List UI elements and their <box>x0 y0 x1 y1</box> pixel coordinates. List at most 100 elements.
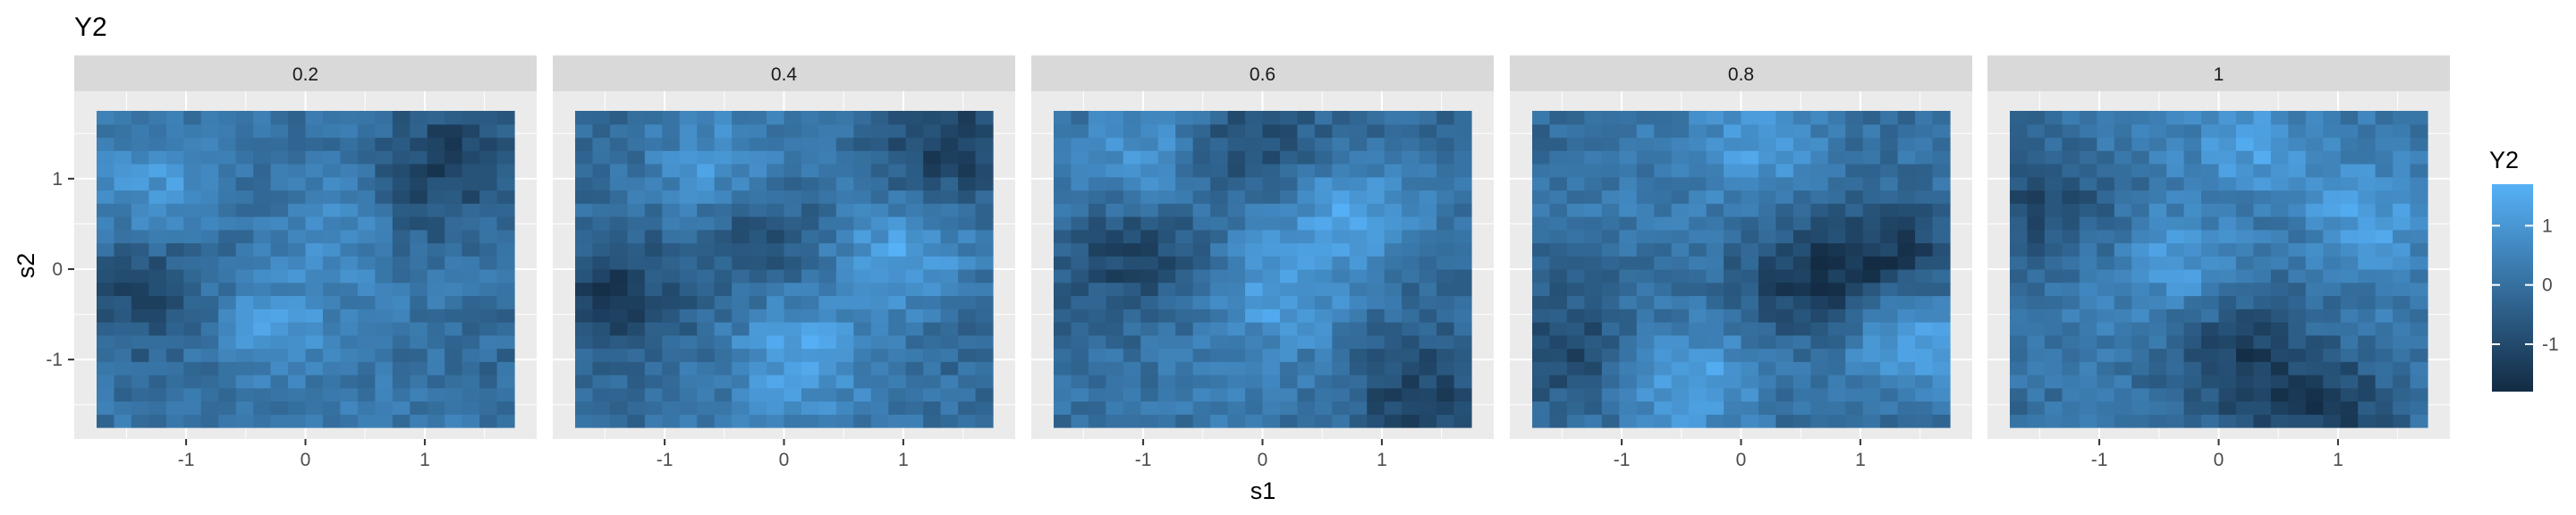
x-tick-label: 0 <box>1258 450 1268 470</box>
heatmap-tile <box>1123 375 1141 389</box>
heatmap-tile <box>410 334 428 350</box>
heatmap-tile <box>1532 190 1551 204</box>
heatmap-tile <box>270 387 289 402</box>
heatmap-tile <box>1689 269 1707 283</box>
heatmap-tile <box>1106 256 1124 270</box>
heatmap-tile <box>200 295 219 309</box>
heatmap-tile <box>235 387 254 402</box>
heatmap-tile <box>1601 176 1620 191</box>
heatmap-tile <box>1932 375 1951 389</box>
heatmap-tile <box>1845 229 1864 244</box>
heatmap-tile <box>1106 229 1124 244</box>
heatmap-tile <box>1827 269 1846 283</box>
heatmap-tile <box>410 229 428 244</box>
heatmap-tile <box>958 401 977 415</box>
heatmap-tile <box>1384 176 1402 191</box>
heatmap-tile <box>340 269 359 283</box>
heatmap-tile <box>288 242 307 257</box>
heatmap-tile <box>1775 150 1794 165</box>
heatmap-tile <box>1367 414 1385 428</box>
heatmap-tile <box>644 361 663 376</box>
heatmap-tile <box>679 111 698 125</box>
heatmap-tile <box>2305 137 2324 151</box>
heatmap-tile <box>496 229 515 244</box>
heatmap-tile <box>1210 348 1229 362</box>
heatmap-tile <box>2114 123 2132 139</box>
heatmap-tile <box>1106 361 1124 376</box>
heatmap-tile <box>1367 269 1385 283</box>
heatmap-tile <box>1741 295 1759 309</box>
heatmap-tile <box>888 216 907 231</box>
heatmap-tile <box>1671 361 1690 376</box>
heatmap-tile <box>870 137 889 151</box>
heatmap-tile <box>1210 308 1229 323</box>
heatmap-tile <box>801 190 820 204</box>
heatmap-tile <box>1775 203 1794 217</box>
heatmap-tile <box>1245 282 1264 297</box>
heatmap-tile <box>888 401 907 415</box>
heatmap-tile <box>2253 176 2272 191</box>
heatmap-tile <box>2079 150 2097 165</box>
heatmap-tile <box>462 137 480 151</box>
heatmap-tile <box>2218 334 2237 350</box>
heatmap-tile <box>1724 203 1742 217</box>
heatmap-tile <box>392 164 411 178</box>
heatmap-tile <box>2305 256 2324 270</box>
heatmap-tile <box>253 282 272 297</box>
x-tick-label: 0 <box>779 450 790 470</box>
heatmap-tile <box>732 242 750 257</box>
heatmap-tile <box>1566 150 1585 165</box>
heatmap-tile <box>1636 401 1655 415</box>
heatmap-tile <box>2375 269 2394 283</box>
heatmap-tile <box>410 414 428 428</box>
heatmap-tile <box>1245 295 1264 309</box>
heatmap-tile <box>2410 414 2428 428</box>
heatmap-tile <box>1566 123 1585 139</box>
heatmap-tile <box>165 361 184 376</box>
heatmap-tile <box>2097 190 2115 204</box>
heatmap-tile <box>2131 334 2150 350</box>
heatmap-tile <box>1210 176 1229 191</box>
heatmap-tile <box>2235 203 2255 217</box>
heatmap-tile <box>375 414 394 428</box>
heatmap-tile <box>2044 229 2063 244</box>
heatmap-tile <box>1157 176 1176 191</box>
heatmap-tile <box>2393 308 2411 323</box>
heatmap-tile <box>1915 164 1934 178</box>
heatmap-tile <box>1349 361 1368 376</box>
heatmap-tile <box>714 190 733 204</box>
heatmap-tile <box>1106 375 1124 389</box>
heatmap-tile <box>445 322 463 336</box>
heatmap-tile <box>2340 348 2359 362</box>
heatmap-tile <box>340 308 359 323</box>
heatmap-tile <box>2218 137 2237 151</box>
heatmap-tile <box>200 348 219 362</box>
heatmap-tile <box>1775 190 1794 204</box>
heatmap-tile <box>732 295 750 309</box>
heatmap-tile <box>923 190 942 204</box>
heatmap-tile <box>496 242 515 257</box>
heatmap-tile <box>1279 150 1299 165</box>
heatmap-tile <box>1262 295 1281 309</box>
heatmap-tile <box>2410 348 2428 362</box>
heatmap-tile <box>2148 282 2167 297</box>
heatmap-tile <box>1279 361 1299 376</box>
heatmap-tile <box>2079 137 2097 151</box>
heatmap-tile <box>1314 348 1333 362</box>
heatmap-tile <box>835 123 854 139</box>
heatmap-tile <box>1227 229 1246 244</box>
heatmap-tile <box>2079 242 2097 257</box>
heatmap-tile <box>1054 269 1072 283</box>
heatmap-tile <box>462 256 480 270</box>
heatmap-tile <box>1619 123 1638 139</box>
heatmap-tile <box>1123 203 1141 217</box>
heatmap-tile <box>1566 111 1585 125</box>
heatmap-tile <box>2270 282 2289 297</box>
heatmap-tile <box>679 308 698 323</box>
facet-strip-label: 0.4 <box>771 64 798 85</box>
heatmap-tile <box>2270 322 2289 336</box>
heatmap-tile <box>1724 387 1742 402</box>
heatmap-tile <box>1758 375 1777 389</box>
heatmap-tile <box>322 387 342 402</box>
heatmap-tile <box>1827 334 1846 350</box>
